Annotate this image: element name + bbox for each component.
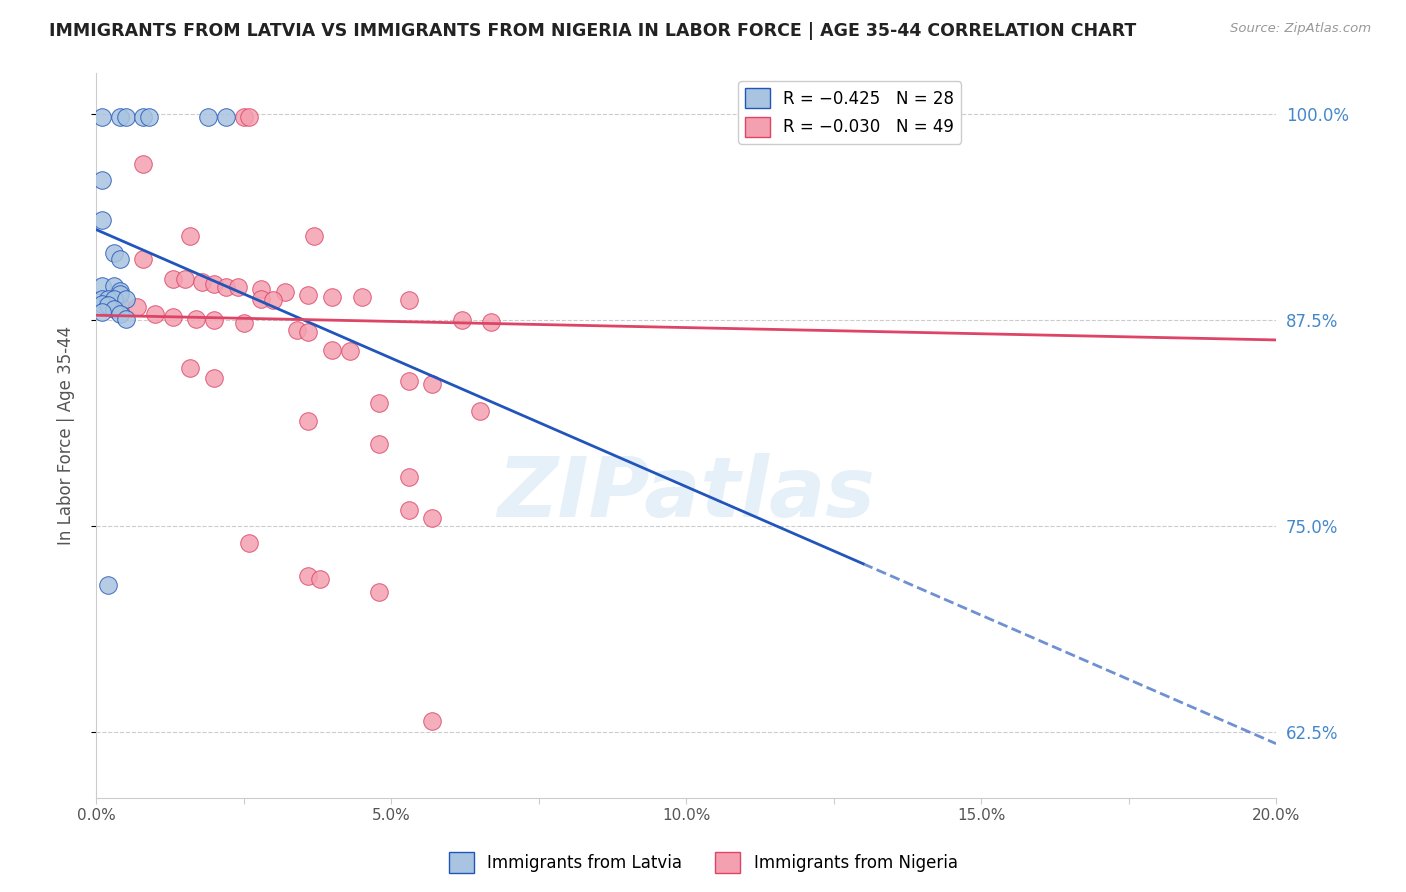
Point: [368, 395, 391, 409]
Point: [162, 310, 184, 324]
Point: [103, 301, 125, 316]
Point: [450, 313, 472, 327]
Point: [108, 111, 131, 125]
Point: [202, 313, 225, 327]
Point: [398, 469, 420, 483]
Point: [734, 832, 756, 847]
Point: [238, 111, 260, 125]
Point: [339, 344, 361, 359]
Point: [90, 173, 112, 187]
Point: [108, 252, 131, 267]
Point: [90, 292, 112, 306]
Point: [723, 825, 745, 839]
Point: [202, 371, 225, 385]
Point: [97, 578, 120, 592]
Point: [304, 229, 326, 244]
Point: [274, 285, 297, 300]
Point: [420, 511, 443, 525]
Point: [191, 275, 214, 289]
Point: [238, 535, 260, 549]
Point: [90, 278, 112, 293]
Point: [250, 292, 273, 306]
Point: [132, 252, 155, 267]
Point: [127, 300, 149, 314]
Point: [108, 298, 131, 312]
Point: [108, 286, 131, 301]
Legend: R = −0.425   N = 28, R = −0.030   N = 49: R = −0.425 N = 28, R = −0.030 N = 49: [738, 81, 960, 144]
Point: [479, 315, 502, 329]
Point: [468, 404, 491, 418]
Point: [309, 572, 332, 586]
Point: [132, 111, 155, 125]
Point: [297, 568, 319, 582]
Point: [97, 292, 120, 306]
Point: [321, 343, 343, 357]
Point: [162, 272, 184, 286]
Point: [232, 111, 254, 125]
Point: [179, 361, 201, 376]
Point: [226, 280, 249, 294]
Point: [114, 111, 136, 125]
Point: [90, 296, 112, 310]
Point: [103, 278, 125, 293]
Point: [138, 111, 160, 125]
Point: [90, 212, 112, 227]
Point: [114, 311, 136, 326]
Point: [132, 156, 155, 170]
Y-axis label: In Labor Force | Age 35-44: In Labor Force | Age 35-44: [58, 326, 75, 545]
Point: [202, 277, 225, 291]
Point: [179, 229, 201, 244]
Point: [398, 374, 420, 388]
Point: [186, 311, 208, 326]
Point: [368, 436, 391, 450]
Point: [173, 272, 195, 286]
Point: [297, 288, 319, 302]
Point: [103, 292, 125, 306]
Point: [108, 307, 131, 321]
Point: [90, 305, 112, 319]
Point: [250, 282, 273, 296]
Legend: Immigrants from Latvia, Immigrants from Nigeria: Immigrants from Latvia, Immigrants from …: [441, 846, 965, 880]
Point: [420, 377, 443, 392]
Point: [262, 293, 284, 308]
Point: [114, 292, 136, 306]
Point: [215, 111, 238, 125]
Point: [232, 317, 254, 331]
Point: [97, 298, 120, 312]
Point: [197, 111, 219, 125]
Point: [285, 323, 308, 337]
Point: [398, 502, 420, 516]
Point: [321, 290, 343, 304]
Text: ZIPatlas: ZIPatlas: [498, 453, 875, 534]
Point: [108, 284, 131, 298]
Point: [90, 111, 112, 125]
Point: [350, 290, 373, 304]
Point: [398, 293, 420, 308]
Text: IMMIGRANTS FROM LATVIA VS IMMIGRANTS FROM NIGERIA IN LABOR FORCE | AGE 35-44 COR: IMMIGRANTS FROM LATVIA VS IMMIGRANTS FRO…: [49, 22, 1136, 40]
Point: [215, 280, 238, 294]
Point: [368, 585, 391, 599]
Point: [420, 714, 443, 728]
Text: Source: ZipAtlas.com: Source: ZipAtlas.com: [1230, 22, 1371, 36]
Point: [297, 414, 319, 428]
Point: [103, 245, 125, 260]
Point: [143, 307, 166, 321]
Point: [297, 325, 319, 339]
